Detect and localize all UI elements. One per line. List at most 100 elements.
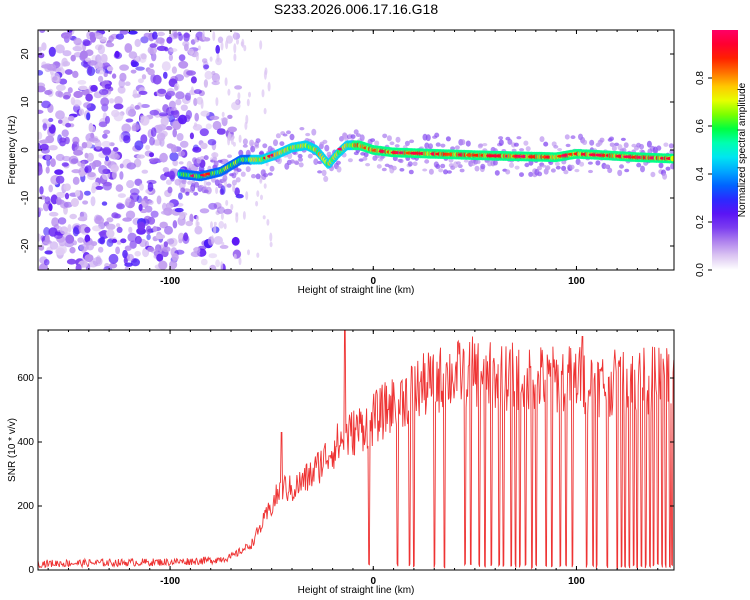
spectrogram-noise-blob [149,152,154,158]
spectrogram-ridge-halo [519,172,524,178]
spectrogram-noise-blob [128,226,133,234]
spectrogram-noise-blob [238,257,242,266]
spectrogram-noise-blob [178,33,184,41]
colorbar-tick-label: 0.6 [695,119,706,133]
spectrogram-ridge-halo [298,157,303,162]
colorbar: 0.0 0.2 0.4 0.6 0.8 Normalized spectral ampl… [695,30,748,277]
spectrogram-noise-blob [119,171,124,180]
spectrogram-noise-blob [82,200,89,205]
spectrogram-noise-blob [139,115,146,120]
spectrogram-noise-blob [141,200,146,208]
spectrogram-ridge-halo [321,169,327,177]
spectrogram-noise-blob [160,173,167,181]
spectrogram-noise [38,30,273,270]
spectrogram-noise-blob [155,37,165,44]
spectrogram-noise-blob [194,225,203,235]
spectrogram-noise-blob [126,197,132,203]
spectrogram-noise-blob [149,43,157,48]
spectrogram-noise-blob [161,61,171,71]
spectrogram-ridge-halo [513,142,519,147]
spectrogram-noise-blob [178,192,183,200]
spectrogram-noise-blob [248,91,251,98]
spectrogram-ridge-halo [474,165,480,172]
spectrogram-noise-blob [38,52,45,59]
spectrogram-noise-blob [79,50,88,60]
spectrogram-ridge-halo [203,189,209,194]
spectrogram-noise-blob [103,129,111,135]
spectrogram-noise-blob [124,245,132,251]
spectrogram-ridge-halo [662,173,668,180]
spectrogram-noise-blob [179,212,188,217]
spectrogram-ridge-halo [408,169,414,175]
spectrogram-noise-blob [38,139,49,144]
spectrogram-noise-blob [220,117,229,122]
spectrogram-ridge-halo [262,143,268,149]
spectrogram-noise-blob [220,212,224,220]
spectrogram-noise-blob [224,77,228,87]
spectrogram-ridge-halo [528,171,534,177]
spectrogram-ridge-halo [539,136,545,143]
y-tick-label: -10 [20,190,31,205]
spectrogram-noise-blob [72,227,79,237]
spectrogram-ridge-halo [355,133,361,138]
spectrogram-ridge-halo [263,173,269,178]
spectrogram-ridge-halo [435,164,441,169]
spectrogram-noise-blob [215,186,219,195]
spectrogram-noise-blob [75,263,82,270]
spectrogram-noise-blob [58,238,67,247]
spectrogram-ridge-halo [258,151,264,155]
spectrogram-ridge-halo [335,160,341,165]
spectrogram-noise-blob [140,104,150,108]
spectrogram-ridge-halo [231,172,237,179]
spectrogram-noise-blob [86,112,91,121]
spectrogram-ridge-halo [619,164,624,169]
spectrogram-ridge-halo [362,156,368,161]
spectrogram-ridge-halo [564,134,570,140]
spectrogram-noise-blob [178,150,186,157]
colorbar-strip [712,30,738,270]
spectrogram-noise-blob [42,118,49,124]
spectrogram-noise-blob [63,201,73,208]
spectrogram-noise-blob [189,161,193,168]
spectrogram-noise-blob [56,84,66,91]
spectrogram-noise-blob [235,212,239,217]
spectrogram-noise-blob [134,140,144,151]
spectrogram-ridge-halo [663,142,669,147]
spectrogram-noise-blob [219,244,229,249]
spectrogram-ridge-halo [555,165,561,170]
colorbar-label: Normalized spectral amplitude [737,82,748,217]
colorbar-tick-label: 0.2 [695,215,706,229]
spectrogram-noise-blob [184,43,189,52]
spectrogram-noise-blob [157,31,165,37]
spectrogram-noise-blob [106,217,114,223]
spectrogram-noise-blob [236,38,239,45]
spectrogram-noise-blob [236,99,239,104]
spectrogram-noise-blob [71,169,81,174]
spectrogram-noise-blob [212,120,222,131]
spectrogram-ridge-halo [365,163,371,167]
spectrogram-noise-blob [135,66,145,71]
spectrogram-noise-blob [152,139,162,146]
spectrogram-noise-blob [90,196,96,207]
spectrogram-noise-blob [147,68,155,76]
spectrogram-noise-blob [266,219,270,226]
spectrogram-noise-blob [122,249,128,259]
spectrogram-ridge-halo [425,134,431,142]
spectrogram-ridge-halo [226,183,232,188]
spectrogram-noise-blob [136,154,145,159]
spectrogram-ridge-halo [574,168,580,173]
spectrogram-noise-blob [208,202,218,210]
spectrogram-noise-blob [68,115,75,122]
y-tick-label: 0 [20,147,31,153]
spectrogram-noise-blob [145,225,152,235]
spectrogram-noise-blob [170,175,175,182]
spectrogram-noise-blob [104,83,112,90]
spectrogram-ridge-halo [650,171,656,178]
spectrogram-ridge-halo [477,143,483,149]
spectrogram-noise-blob [140,134,148,144]
spectrogram-noise-blob [44,196,51,205]
spectrogram-noise-blob [203,64,210,70]
colorbar-tick-label: 0.0 [695,263,706,277]
spectrogram-noise-blob [48,117,54,123]
spectrogram-ridge-halo [217,159,223,163]
